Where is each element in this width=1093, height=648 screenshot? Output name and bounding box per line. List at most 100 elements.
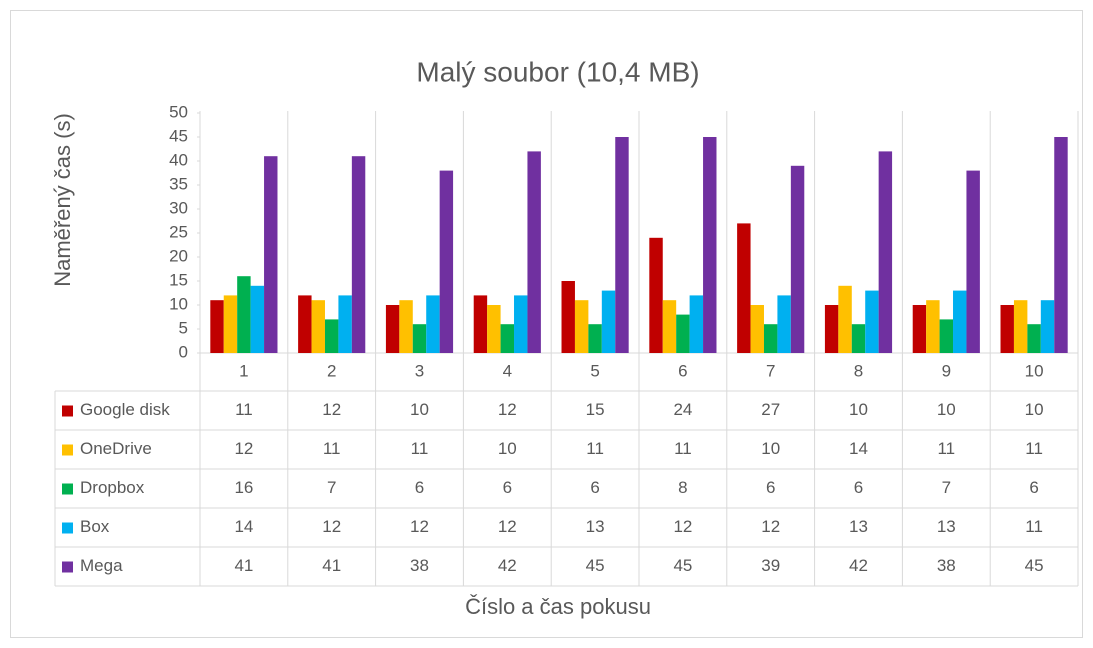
bar	[311, 300, 325, 353]
table-cell: 10	[761, 439, 780, 458]
bar	[1000, 305, 1014, 353]
table-cell: 13	[586, 517, 605, 536]
x-tick-label: 10	[1025, 361, 1044, 380]
table-cell: 38	[410, 556, 429, 575]
bar	[561, 281, 575, 353]
bar	[1013, 300, 1028, 353]
bar	[298, 295, 312, 353]
table-cell: 42	[849, 556, 868, 575]
bar	[1027, 324, 1041, 353]
legend-label: Box	[80, 517, 110, 536]
bar	[851, 324, 866, 353]
table-cell: 6	[503, 478, 512, 497]
table-cell: 6	[590, 478, 599, 497]
x-tick-label: 2	[327, 361, 336, 380]
bar	[763, 324, 778, 353]
x-tick-label: 4	[503, 361, 512, 380]
bar	[514, 295, 528, 353]
table-cell: 42	[498, 556, 517, 575]
x-tick-label: 9	[942, 361, 951, 380]
table-cell: 11	[1025, 517, 1043, 536]
bar	[210, 300, 224, 353]
x-tick-label: 1	[239, 361, 248, 380]
table-cell: 11	[235, 400, 253, 419]
table-cell: 11	[323, 439, 341, 458]
table-cell: 13	[849, 517, 868, 536]
legend-swatch	[62, 405, 73, 417]
table-cell: 6	[766, 478, 775, 497]
x-tick-label: 8	[854, 361, 863, 380]
bar	[399, 300, 413, 353]
y-tick-label: 15	[169, 270, 188, 289]
legend-label: Dropbox	[80, 478, 145, 497]
legend-swatch	[62, 444, 73, 456]
table-cell: 12	[498, 517, 517, 536]
table-cell: 10	[1025, 400, 1044, 419]
y-tick-label: 20	[169, 246, 188, 265]
chart-title: Malý soubor (10,4 MB)	[416, 56, 699, 87]
bar	[662, 300, 677, 353]
table-cell: 7	[942, 478, 951, 497]
table-cell: 39	[761, 556, 780, 575]
legend-swatch	[62, 561, 73, 573]
bar	[338, 295, 352, 353]
bar	[385, 305, 400, 353]
table-cell: 12	[498, 400, 517, 419]
bar	[439, 170, 454, 353]
legend-swatch	[62, 483, 73, 495]
table-cell: 10	[410, 400, 429, 419]
x-tick-label: 3	[415, 361, 424, 380]
table-cell: 45	[673, 556, 692, 575]
bar	[264, 156, 278, 353]
table-cell: 10	[937, 400, 956, 419]
table-cell: 6	[854, 478, 863, 497]
bar	[615, 137, 629, 353]
bar	[237, 276, 251, 353]
table-cell: 11	[937, 439, 955, 458]
table-cell: 41	[322, 556, 341, 575]
table-cell: 11	[411, 439, 429, 458]
y-tick-label: 10	[169, 294, 188, 313]
x-tick-label: 6	[678, 361, 687, 380]
bar	[703, 137, 717, 353]
bar	[737, 223, 751, 353]
bar	[676, 314, 690, 353]
bar	[500, 324, 515, 353]
table-cell: 14	[234, 517, 253, 536]
bar	[588, 324, 602, 353]
y-tick-label: 50	[169, 102, 188, 121]
bar	[250, 285, 265, 353]
y-tick-label: 5	[179, 318, 188, 337]
table-cell: 24	[673, 400, 692, 419]
bar	[351, 156, 366, 353]
bar	[649, 237, 663, 353]
bar	[574, 300, 589, 353]
table-cell: 14	[849, 439, 868, 458]
table-cell: 10	[849, 400, 868, 419]
table-cell: 16	[234, 478, 253, 497]
table-cell: 6	[1029, 478, 1038, 497]
bar	[953, 290, 967, 353]
table-cell: 12	[673, 517, 692, 536]
bar	[527, 151, 541, 353]
bar	[487, 305, 501, 353]
y-tick-label: 0	[179, 342, 188, 361]
legend-swatch	[62, 522, 73, 534]
bar	[777, 295, 791, 353]
bar	[689, 295, 704, 353]
bar	[223, 295, 238, 353]
table-cell: 13	[937, 517, 956, 536]
legend-label: Google disk	[80, 400, 170, 419]
bar	[601, 290, 616, 353]
table-cell: 6	[415, 478, 424, 497]
table-cell: 38	[937, 556, 956, 575]
chart-frame	[10, 10, 1083, 638]
legend-label: OneDrive	[80, 439, 152, 458]
bar	[912, 305, 927, 353]
bar	[790, 165, 805, 353]
table-cell: 12	[322, 517, 341, 536]
table-cell: 11	[586, 439, 604, 458]
bar	[878, 151, 893, 353]
table-cell: 11	[1025, 439, 1043, 458]
